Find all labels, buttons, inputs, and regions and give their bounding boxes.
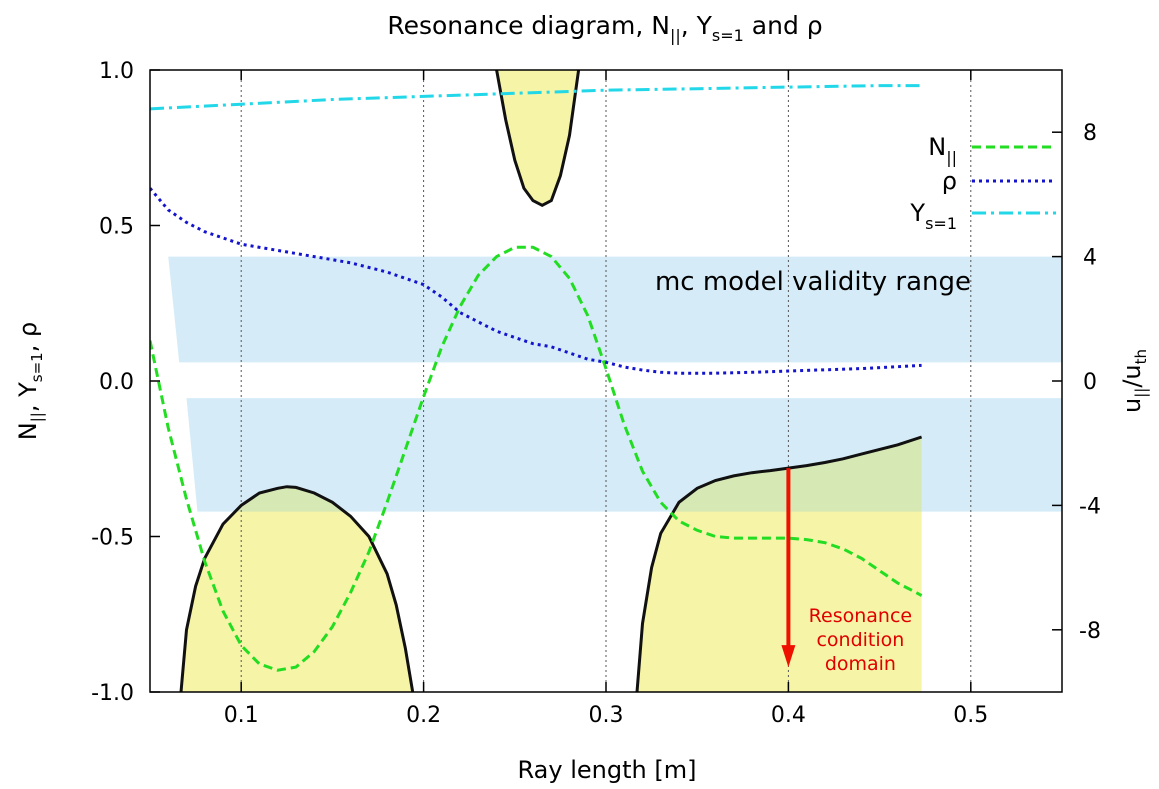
- annotation-arrow-head: [781, 645, 796, 668]
- y2-axis-title: u||/uth: [1118, 349, 1150, 413]
- y2-tick-label-4: 4: [1083, 246, 1097, 271]
- annotation-label-line-2: condition: [816, 629, 904, 651]
- series-line-1: [150, 245, 923, 672]
- x-tick-label-3: 0.3: [589, 703, 624, 728]
- annotation-label-line-3: domain: [825, 653, 896, 675]
- overlap-region-2: [637, 437, 922, 512]
- legend-label-2: ρ: [942, 167, 957, 195]
- x-tick-label-1: 0.1: [224, 703, 259, 728]
- legend: N||ρ Ys=1: [909, 133, 1056, 233]
- y2-tick-label-5: 8: [1083, 121, 1097, 146]
- series-lines: [150, 84, 923, 672]
- overlap-regions: [186, 437, 922, 512]
- validity-band-1: [168, 256, 1062, 363]
- x-tick-label-2: 0.2: [406, 703, 441, 728]
- validity-range-label: mc model validity range: [655, 267, 971, 297]
- legend-label-1: N||: [928, 133, 957, 167]
- resonance-boundary-3: [495, 70, 581, 207]
- series-line-2: [150, 187, 922, 375]
- chart-title: Resonance diagram, N||, Ys=1 and ρ: [387, 11, 822, 45]
- resonance-region-3: [496, 70, 579, 206]
- y-tick-label-2: -0.5: [91, 526, 134, 551]
- y-tick-label-1: -1.0: [91, 681, 134, 706]
- y-tick-label-4: 0.5: [99, 215, 134, 240]
- resonance-regions: [181, 70, 922, 692]
- resonance-boundary-2: [635, 435, 923, 692]
- axis-ticks: 0.1 0.2 0.3 0.4 0.5 -1.0 -0.5 0.0 0.5 1.0 -8 -4 0 4 8: [91, 59, 1101, 728]
- annotation-label-line-1: Resonance: [809, 605, 912, 627]
- x-tick-label-4: 0.4: [771, 703, 806, 728]
- legend-label-3: Ys=1: [909, 199, 957, 233]
- y-tick-label-3: 0.0: [99, 370, 134, 395]
- x-tick-label-5: 0.5: [953, 703, 988, 728]
- grid-lines: [240, 70, 972, 692]
- y2-tick-label-3: 0: [1083, 370, 1097, 395]
- y-tick-label-5: 1.0: [99, 59, 134, 84]
- resonance-boundaries: [179, 70, 923, 692]
- y2-tick-label-2: -4: [1079, 494, 1101, 519]
- series-line-3: [150, 84, 922, 111]
- y-axis-title: N||, Ys=1, ρ: [14, 322, 46, 440]
- x-axis-title: Ray length [m]: [518, 756, 697, 784]
- resonance-boundary-1: [179, 485, 415, 692]
- y2-tick-label-1: -8: [1079, 619, 1101, 644]
